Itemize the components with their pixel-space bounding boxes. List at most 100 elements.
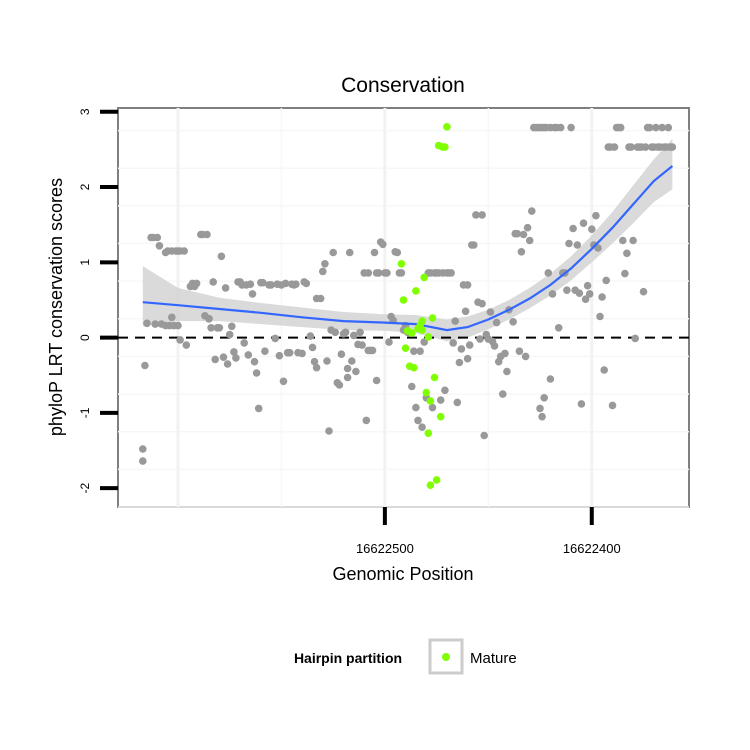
data-point-mature [441,143,449,151]
data-point-other [383,269,391,277]
data-point-other [565,239,573,248]
data-point-other [310,357,319,366]
data-point-mature [426,481,435,490]
data-point-other [215,324,224,332]
data-point-mature [408,329,416,337]
data-point-other [577,400,586,408]
data-point-other [463,354,472,363]
data-point-other [261,347,269,356]
data-point-other [556,123,565,132]
data-point-other [350,331,358,340]
y-tick-label: 1 [78,259,92,266]
data-point-mature [420,273,429,282]
data-point-mature [443,123,451,131]
data-point-other [472,211,480,219]
data-point-other [598,293,606,301]
data-point-other [358,341,366,349]
data-point-other [139,457,147,465]
data-point-other [143,319,151,328]
data-point-other [209,278,217,286]
data-point-other [343,364,352,373]
data-point-other [139,445,147,453]
data-point-other [631,334,639,343]
data-point-other [583,281,592,290]
legend-title: Hairpin partition [294,650,402,666]
data-point-other [207,324,215,332]
grid-lines [118,108,689,508]
data-point-other [608,401,617,410]
data-point-other [345,248,354,257]
data-point-mature [424,429,433,438]
data-point-other [217,252,226,261]
data-point-other [393,248,402,257]
data-point-other [352,367,360,376]
data-point-other [619,236,627,245]
smooth-trend-line [142,165,674,332]
data-point-other [517,248,526,256]
data-point-other [449,339,458,347]
data-point-other [486,308,495,316]
data-point-other [356,328,364,337]
data-point-other [515,347,524,356]
data-point-other [232,354,240,362]
data-point-other [476,335,484,343]
data-point-other [470,241,478,249]
data-point-other [451,317,460,325]
data-point-other [465,341,474,349]
data-point-other [182,341,191,349]
data-point-other [412,403,420,412]
data-point-mature [426,397,435,405]
data-point-other [513,229,522,238]
data-point-other [602,276,610,285]
data-point-other [397,269,406,277]
data-point-other [408,382,416,391]
data-point-mature [410,363,418,372]
other-points [139,123,677,465]
data-point-other [341,328,350,337]
data-point-other [610,143,619,151]
data-point-other [519,230,528,239]
y-tick-label: -1 [78,407,92,418]
legend: Hairpin partition Mature [294,638,517,675]
y-axis: 3 2 1 0 -1 -2 [78,108,118,494]
x-axis: 16622500 16622400 [356,507,621,556]
data-point-mature [412,287,420,295]
data-point-other [252,369,261,377]
data-point-other [594,244,602,252]
data-point-other [364,269,373,277]
data-point-other [379,240,387,249]
data-point-other [478,299,486,308]
data-point-other [573,241,582,249]
data-point-other [575,289,584,298]
x-tick-label: 16622400 [563,541,621,556]
data-point-other [254,404,263,413]
data-point-mature [432,476,441,484]
data-point-other [528,207,536,215]
data-point-other [246,280,255,289]
data-point-other [323,357,331,365]
data-point-other [153,233,162,242]
data-point-other [585,290,594,298]
data-point-mature [436,412,445,421]
data-point-other [645,123,654,132]
data-point-other [414,416,422,425]
data-point-other [372,376,381,385]
data-point-other [418,423,426,432]
data-point-other [540,394,548,402]
data-point-other [441,386,449,395]
data-point-other [275,351,284,360]
data-point-other [480,431,489,440]
data-point-other [554,324,563,332]
data-point-other [176,336,184,344]
data-point-other [306,332,315,340]
data-point-other [368,346,377,355]
data-point-other [499,390,507,398]
data-point-other [521,352,530,361]
data-point-other [616,123,625,132]
data-point-other [370,248,379,257]
data-point-other [639,287,648,296]
data-point-mature [401,344,410,353]
mature-points [397,123,451,490]
data-point-other [503,367,511,376]
x-axis-label: Genomic Position [332,564,473,584]
